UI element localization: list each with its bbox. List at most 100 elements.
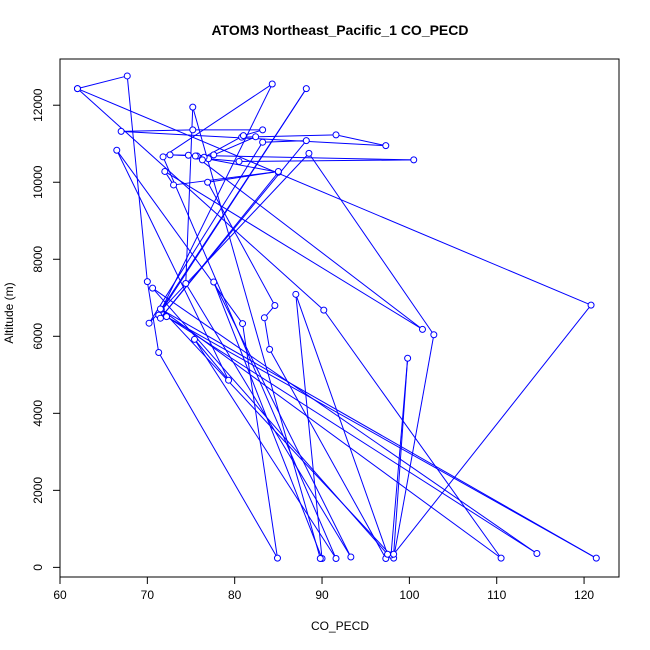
series-segment bbox=[185, 107, 194, 284]
data-point bbox=[123, 72, 131, 80]
data-point bbox=[404, 354, 412, 362]
data-point bbox=[73, 85, 81, 93]
series-segment bbox=[263, 317, 271, 350]
data-point bbox=[210, 151, 218, 159]
data-point bbox=[273, 554, 281, 562]
series-segment bbox=[393, 358, 409, 555]
series-segment bbox=[160, 171, 279, 319]
data-point bbox=[320, 306, 328, 314]
series-segment bbox=[116, 149, 243, 324]
series-segment bbox=[77, 75, 128, 90]
series-segment bbox=[185, 283, 352, 558]
series-segment bbox=[162, 156, 337, 559]
series-segment bbox=[166, 316, 597, 559]
series-layer bbox=[73, 72, 600, 563]
y-axis-label: Altitude (m) bbox=[2, 282, 16, 343]
series-segment bbox=[148, 153, 310, 324]
data-point bbox=[189, 103, 197, 111]
y-tick-label: 2000 bbox=[31, 477, 45, 504]
data-point bbox=[182, 280, 190, 288]
data-point bbox=[259, 138, 267, 146]
data-point bbox=[302, 85, 310, 93]
series-segment bbox=[160, 308, 502, 559]
series-segment bbox=[116, 150, 230, 381]
series-segment bbox=[295, 294, 389, 555]
series-segment bbox=[295, 294, 323, 559]
data-point bbox=[332, 555, 340, 563]
data-point bbox=[305, 149, 313, 157]
series-segment bbox=[164, 171, 423, 330]
data-point bbox=[266, 345, 274, 353]
data-point bbox=[210, 278, 218, 286]
y-tick-label: 12000 bbox=[31, 88, 45, 122]
data-point bbox=[113, 146, 121, 154]
series-segment bbox=[323, 309, 502, 559]
series-segment bbox=[77, 88, 325, 311]
data-point bbox=[533, 550, 541, 558]
data-point bbox=[149, 284, 157, 292]
x-tick-label: 100 bbox=[399, 588, 419, 602]
series-segment bbox=[162, 83, 273, 158]
data-point bbox=[155, 348, 163, 356]
data-point bbox=[235, 157, 243, 165]
chart-title: ATOM3 Northeast_Pacific_1 CO_PECD bbox=[211, 22, 468, 38]
series-segment bbox=[166, 316, 538, 554]
x-tick-label: 60 bbox=[53, 588, 67, 602]
series-segment bbox=[121, 129, 193, 132]
data-point bbox=[189, 126, 197, 134]
series-segment bbox=[393, 334, 435, 559]
data-point bbox=[163, 313, 171, 321]
data-point bbox=[161, 167, 169, 175]
data-point bbox=[156, 314, 164, 322]
series-segment bbox=[207, 182, 276, 306]
y-tick-label: 10000 bbox=[31, 165, 45, 199]
series-segment bbox=[158, 352, 278, 559]
axes: 60 70 80 90 100 110 120 0 2000 4000 6000 8000 10000 1… bbox=[31, 88, 594, 602]
y-tick-label: 4000 bbox=[31, 400, 45, 427]
series-segment bbox=[148, 141, 264, 324]
data-point bbox=[332, 131, 340, 139]
data-point bbox=[382, 142, 390, 150]
data-point bbox=[191, 152, 199, 160]
data-point bbox=[497, 554, 505, 562]
data-point bbox=[302, 137, 310, 145]
x-tick-label: 90 bbox=[315, 588, 329, 602]
data-point bbox=[198, 156, 206, 164]
data-point bbox=[268, 80, 276, 88]
data-point bbox=[384, 550, 392, 558]
series-segment bbox=[269, 349, 387, 559]
series-segment bbox=[194, 339, 337, 559]
series-segment bbox=[308, 153, 435, 336]
series-segment bbox=[393, 304, 592, 555]
x-axis-label: CO_PECD bbox=[311, 619, 369, 633]
series-segment bbox=[160, 308, 597, 559]
data-point bbox=[418, 325, 426, 333]
data-point bbox=[316, 555, 324, 563]
series-segment bbox=[207, 170, 279, 183]
data-point bbox=[117, 127, 125, 135]
data-point bbox=[430, 331, 438, 339]
series-segment bbox=[239, 159, 414, 162]
series-segment bbox=[213, 281, 352, 558]
data-point bbox=[259, 126, 267, 134]
series-segment bbox=[160, 88, 307, 310]
data-point bbox=[166, 151, 174, 159]
series-segment bbox=[194, 339, 229, 381]
data-point bbox=[252, 133, 260, 141]
data-point bbox=[191, 335, 199, 343]
x-tick-label: 120 bbox=[574, 588, 594, 602]
y-tick-label: 6000 bbox=[31, 323, 45, 350]
data-point bbox=[274, 167, 282, 175]
series-segment bbox=[160, 308, 395, 559]
data-point bbox=[145, 319, 153, 327]
series-segment bbox=[77, 88, 592, 306]
data-point bbox=[239, 132, 247, 140]
data-point bbox=[170, 181, 178, 189]
series-segment bbox=[152, 287, 388, 555]
x-tick-label: 70 bbox=[141, 588, 155, 602]
data-point bbox=[156, 305, 164, 313]
data-point bbox=[390, 550, 398, 558]
x-tick-label: 80 bbox=[228, 588, 242, 602]
data-point bbox=[587, 301, 595, 309]
data-point bbox=[347, 553, 355, 561]
